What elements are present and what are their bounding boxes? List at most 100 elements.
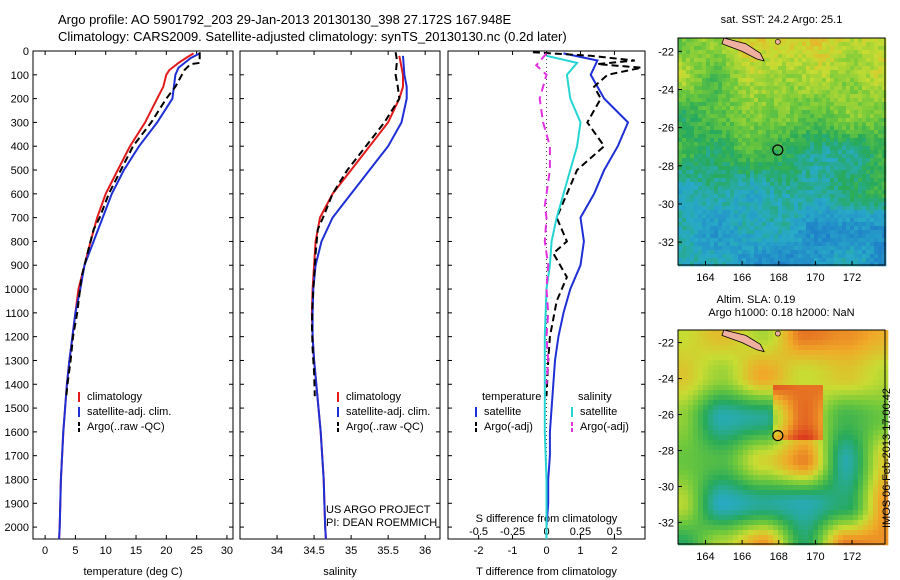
map-y-tick-label: -26 (658, 123, 674, 135)
x-tick-label: -2 (474, 545, 484, 557)
map-frame (677, 37, 886, 266)
x-tick-label: 0 (543, 545, 549, 557)
legend-title: salinity (578, 391, 612, 403)
panel-temperature: 0100200300400500600700800900100011001200… (5, 46, 234, 578)
series-line (543, 54, 582, 539)
x-tick-label: 20 (160, 545, 172, 557)
map-x-tick-label: 164 (696, 551, 714, 563)
legend-title: temperature (482, 391, 541, 403)
series-line (310, 52, 401, 397)
y-tick-label: 1900 (5, 498, 29, 510)
map-title: sat. SST: 24.2 Argo: 25.1 (721, 14, 843, 26)
y-tick-label: 300 (11, 117, 29, 129)
map-y-tick-label: -28 (658, 161, 674, 173)
map-x-tick-label: 164 (696, 272, 714, 284)
x-tick2-label: 0.5 (607, 526, 622, 538)
legend-entry: satellite (580, 406, 617, 418)
argo-location-marker (772, 144, 784, 156)
y-tick-label: 1600 (5, 427, 29, 439)
x-tick-label: 35.5 (377, 545, 398, 557)
map-y-tick-label: -26 (658, 410, 674, 422)
x-tick2-label: -0.25 (500, 526, 525, 538)
y-tick-label: 200 (11, 94, 29, 106)
series-line (534, 52, 551, 385)
legend-entry: satellite-adj. clim. (87, 406, 171, 418)
map-title: Altim. SLA: 0.19 (717, 294, 796, 306)
series-line (310, 55, 404, 539)
legend-entry: satellite (484, 406, 521, 418)
x-tick-label: 2 (611, 545, 617, 557)
title-line-1: Argo profile: AO 5901792_203 29-Jan-2013… (58, 12, 512, 27)
x-tick-label: 35 (345, 545, 357, 557)
map-field (678, 330, 889, 546)
panel-salinity: 34 34.5 35 35.5 36 salinity climatology satelli… (239, 50, 441, 578)
x-tick-label: 0 (42, 545, 48, 557)
map-x-tick-label: 166 (733, 272, 751, 284)
legend-entry: climatology (346, 391, 402, 403)
islet (775, 330, 781, 337)
axes-frame-salinity (239, 50, 441, 540)
map-y-tick-label: -24 (658, 85, 674, 97)
y-tick-label: 2000 (5, 522, 29, 534)
y-tick-label: 0 (23, 46, 29, 58)
title-line-2: Climatology: CARS2009. Satellite-adjuste… (58, 29, 567, 44)
series-line (58, 52, 201, 539)
x-axis-label: T difference from climatology (476, 566, 617, 578)
map-x-tick-label: 168 (770, 551, 788, 563)
map-y-tick-label: -24 (658, 374, 674, 386)
annotation: US ARGO PROJECT (326, 504, 431, 516)
map-x-tick-label: 170 (806, 272, 824, 284)
y-tick-label: 1100 (5, 308, 29, 320)
side-label: IMOS 06-Feb-2013 17:00:42 (881, 388, 893, 528)
legend-entry: climatology (87, 391, 143, 403)
island (721, 37, 765, 62)
map-y-tick-label: -30 (658, 481, 674, 493)
y-tick-label: 1200 (5, 332, 29, 344)
annotation: PI: DEAN ROEMMICH (326, 517, 437, 529)
y-tick-label: 1500 (5, 403, 29, 415)
series-line (532, 51, 642, 397)
islet (775, 39, 781, 45)
legend-entry: Argo(..raw -QC) (87, 421, 165, 433)
series-line (311, 55, 408, 539)
map-y-tick-label: -22 (658, 338, 674, 350)
x-tick-label: 30 (221, 545, 233, 557)
x-tick-label: 34.5 (303, 545, 324, 557)
map-y-tick-label: -32 (658, 517, 674, 529)
y-tick-label: 700 (11, 213, 29, 225)
y-tick-label: 1000 (5, 284, 29, 296)
x-tick-label: 15 (130, 545, 142, 557)
map-y-tick-label: -22 (658, 46, 674, 58)
x-tick-label: 36 (419, 545, 431, 557)
y-tick-label: 1800 (5, 474, 29, 486)
map-sst: 164 166 168 170 172 -22 -24 -26 -28 -30 -32 sat. SS… (658, 14, 887, 284)
y-tick-label: 100 (11, 70, 29, 82)
map-frame (677, 329, 886, 545)
y-tick-label: 600 (11, 189, 29, 201)
series-line (65, 52, 201, 397)
x-tick-label: -1 (508, 545, 518, 557)
map-x-tick-label: 166 (733, 551, 751, 563)
series-line (545, 52, 630, 539)
argo-location-marker (772, 429, 784, 442)
map-x-tick-label: 172 (843, 272, 861, 284)
map-y-tick-label: -32 (658, 237, 674, 249)
y-tick-label: 400 (11, 141, 29, 153)
legend-entry: Argo(-adj) (484, 421, 533, 433)
y-tick-label: 800 (11, 236, 29, 248)
map-sla: 164 166 168 170 172 -22 -24 -26 -28 -30 -32 Altim. … (658, 294, 889, 563)
map-x-tick-label: 170 (806, 551, 824, 563)
island (721, 329, 765, 353)
map-title: Argo h1000: 0.18 h2000: NaN (708, 307, 854, 319)
map-y-tick-label: -30 (658, 199, 674, 211)
legend-entry: satellite-adj. clim. (346, 406, 430, 418)
map-y-tick-label: -28 (658, 445, 674, 457)
y-tick-label: 900 (11, 260, 29, 272)
x-axis-label: salinity (323, 566, 357, 578)
x-axis-label: temperature (deg C) (83, 566, 182, 578)
panel-difference: -2 -1 0 1 2 T difference from climatology -0.5… (447, 50, 646, 578)
x-tick-label: 25 (191, 545, 203, 557)
legend-entry: Argo(..raw -QC) (346, 421, 424, 433)
axes-frame-temperature (32, 50, 234, 540)
